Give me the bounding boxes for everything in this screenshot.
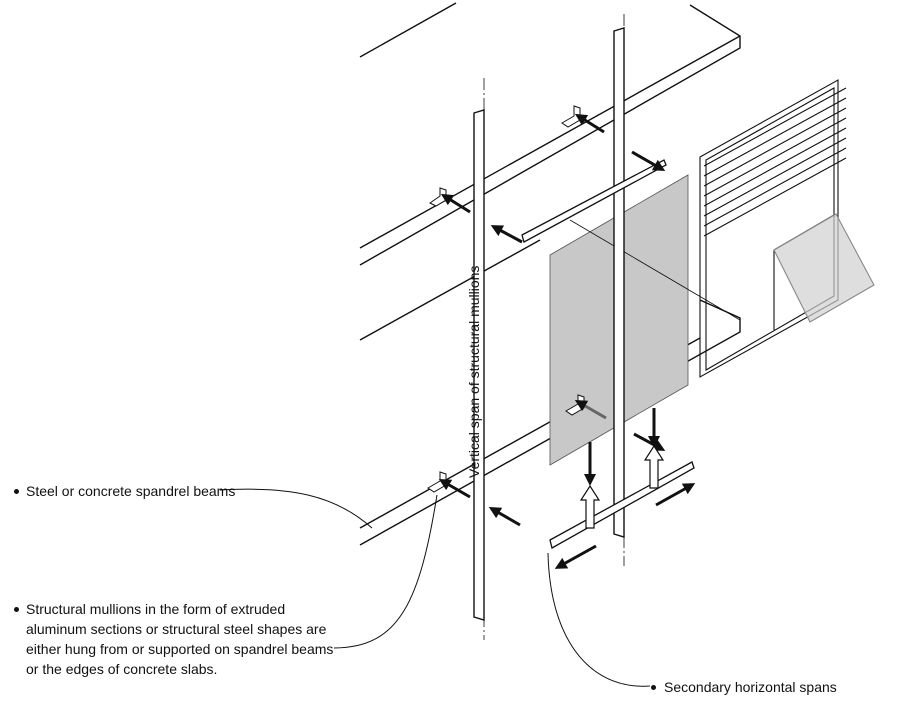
label-spandrel-beams: Steel or concrete spandrel beams [26, 483, 236, 499]
grey-arrow [574, 400, 607, 420]
mullion-left [473, 109, 485, 621]
bullet-mullions [14, 607, 19, 612]
label-vertical-span: Vertical span of structural mullions [466, 265, 482, 478]
secondary-member-upper [521, 159, 667, 243]
bullet-secondary [651, 685, 656, 690]
label-structural-mullions: Structural mullions in the form of extru… [26, 601, 334, 677]
panel-diagonal [569, 219, 741, 321]
mullion-right [613, 27, 625, 538]
leader-lines [219, 488, 651, 687]
label-secondary-spans: Secondary horizontal spans [664, 679, 837, 695]
upper-slab [359, 2, 741, 266]
load-arrows [438, 113, 696, 569]
hollow-arrows [579, 444, 665, 529]
louver-unit [699, 79, 875, 378]
bullet-spandrel [14, 489, 19, 494]
